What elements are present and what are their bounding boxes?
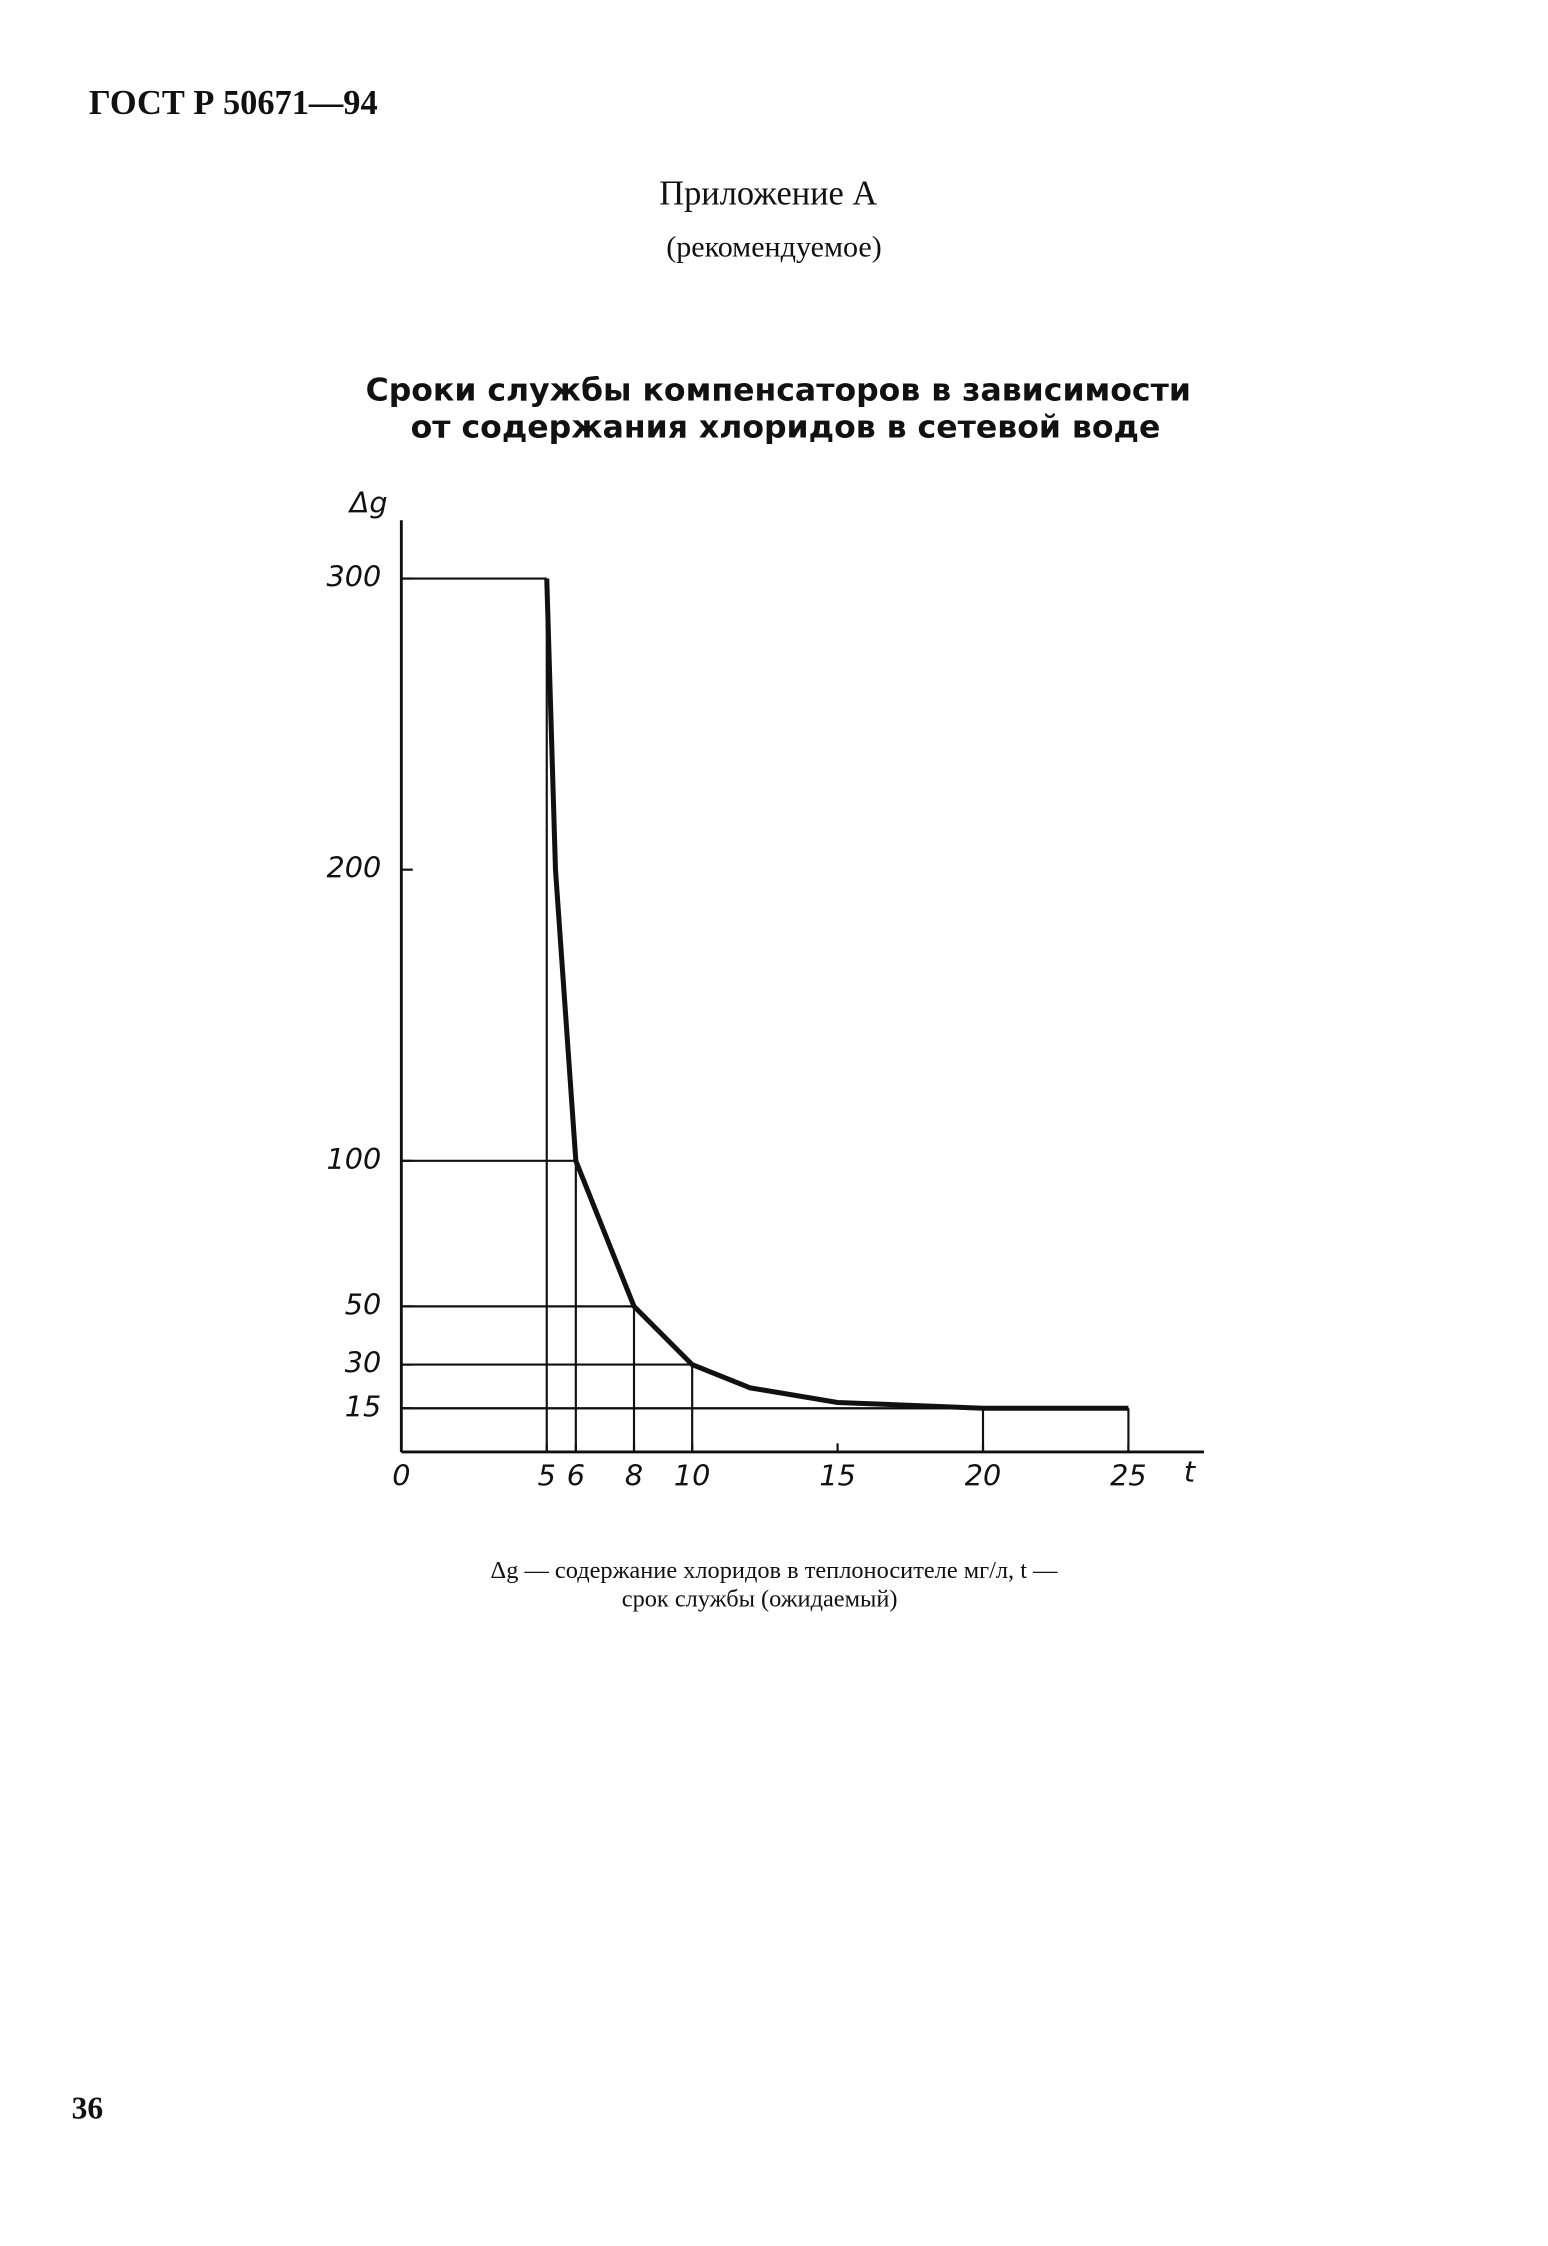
- x-tick-label: 15: [819, 1459, 855, 1493]
- y-tick-label: 100: [327, 1142, 382, 1176]
- caption: Δg — содержание хлоридов в теплоносителе…: [491, 1557, 1059, 1584]
- curve: [544, 578, 1129, 1411]
- x-tick-label: 10: [674, 1459, 710, 1493]
- y-tick-label: 200: [327, 851, 382, 885]
- header: ГОСТ Р 50671—94: [89, 84, 378, 122]
- x-tick-label: 6: [567, 1459, 585, 1493]
- appendix-title: Приложение А: [659, 174, 877, 212]
- chart-title: Сроки службы компенсаторов в зависимости: [366, 372, 1191, 408]
- page-number: 36: [72, 2091, 104, 2126]
- y-tick-label: 300: [327, 560, 382, 594]
- appendix-note: (рекомендуемое): [666, 229, 882, 263]
- y-tick-label: 15: [345, 1389, 381, 1423]
- y-axis-label: Δg: [348, 486, 388, 520]
- x-tick-label: 8: [625, 1459, 643, 1493]
- x-axis-label: t: [1184, 1454, 1197, 1488]
- x-tick-label: 5: [538, 1459, 556, 1493]
- y-tick-label: 50: [345, 1287, 381, 1321]
- x-tick-label: 25: [1110, 1459, 1146, 1493]
- x-tick-label: 0: [392, 1459, 410, 1493]
- caption: срок службы (ожидаемый): [622, 1586, 898, 1613]
- x-tick-label: 20: [965, 1459, 1001, 1493]
- chart-title: от содержания хлоридов в сетевой воде: [411, 410, 1161, 446]
- y-tick-label: 30: [345, 1346, 381, 1380]
